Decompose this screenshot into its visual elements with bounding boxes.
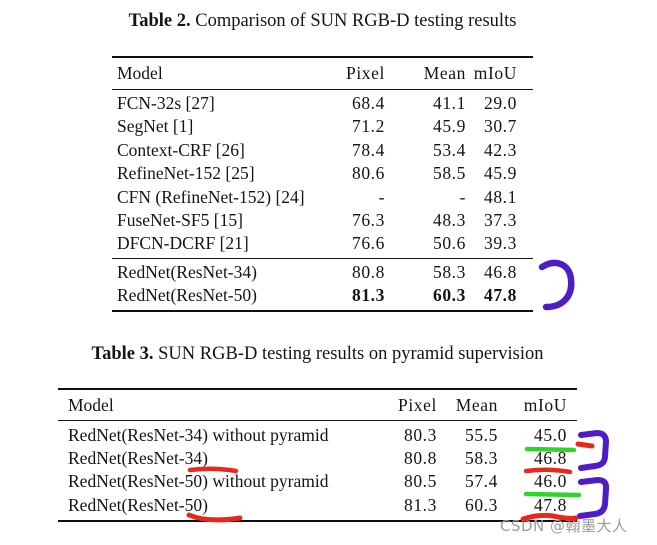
mean-cell: 41.1 [432,93,466,113]
mean-cell: 60.3 [432,285,466,306]
model-cell: DFCN-DCRF [21] [117,233,249,254]
table-row: DFCN-DCRF [21] 76.6 50.6 39.3 [112,232,533,255]
pixel-cell: 76.6 [351,233,385,254]
miou-cell: 37.3 [483,209,517,230]
header-miou: mIoU [473,63,517,83]
table-row: Context-CRF [26] 78.4 53.4 42.3 [112,139,533,162]
pixel-cell: 81.3 [351,285,385,306]
model-cell: SegNet [1] [117,116,194,137]
model-cell: RedNet(ResNet-34) [68,448,208,469]
model-cell: CFN (RefineNet-152) [24] [117,186,305,207]
table3: Model Pixel Mean mIoU RedNet(ResNet-34) … [58,388,577,522]
table-row: RefineNet-152 [25] 80.6 58.5 45.9 [112,162,533,185]
mean-cell: 58.3 [432,261,466,282]
miou-cell: 29.0 [483,93,517,113]
pixel-cell: 68.4 [351,93,385,113]
table2-header-row: Model Pixel Mean mIoU [112,58,533,90]
miou-cell: 39.3 [483,233,517,254]
table2-caption-label: Table 2. [128,11,191,31]
pixel-cell: 80.3 [403,425,437,445]
pixel-cell: 80.5 [403,471,437,492]
table-row: FuseNet-SF5 [15] 76.3 48.3 37.3 [112,209,533,232]
model-cell: RedNet(ResNet-50) [68,494,208,515]
header-miou: mIoU [523,395,567,415]
table2-caption-text: Comparison of SUN RGB-D testing results [190,11,517,31]
pixel-cell: - [378,186,385,207]
miou-cell: 48.1 [483,186,517,207]
pixel-cell: 80.8 [403,448,437,469]
table-row: RedNet(ResNet-50) 81.3 60.3 47.8 [112,284,533,307]
model-cell: FCN-32s [27] [117,93,215,113]
mean-cell: 48.3 [432,209,466,230]
pixel-cell: 80.6 [351,163,385,184]
miou-cell: 42.3 [483,139,517,160]
mean-cell: 53.4 [432,139,466,160]
table2-body: FCN-32s [27] 68.4 41.1 29.0 SegNet [1] 7… [112,90,533,259]
table-row: RedNet(ResNet-50) 81.3 60.3 47.8 [58,494,577,517]
pixel-cell: 78.4 [351,139,385,160]
model-cell: Context-CRF [26] [117,139,245,160]
header-mean: Mean [423,63,466,83]
table3-caption-text: SUN RGB-D testing results on pyramid sup… [153,344,544,364]
mean-cell: 55.5 [464,425,498,445]
header-pixel: Pixel [398,395,437,415]
table-row: RedNet(ResNet-34) 80.8 58.3 46.8 [58,447,577,470]
model-cell: RedNet(ResNet-34) [117,261,257,282]
mean-cell: 45.9 [432,116,466,137]
model-cell: RedNet(ResNet-34) without pyramid [68,425,329,445]
table3-caption-label: Table 3. [91,344,154,364]
table-row: RedNet(ResNet-34) 80.8 58.3 46.8 [112,261,533,284]
model-cell: RefineNet-152 [25] [117,163,255,184]
purple-bracket-table3-bottom [577,477,610,519]
table3-caption: Table 3. SUN RGB-D testing results on py… [58,344,577,365]
table3-header-row: Model Pixel Mean mIoU [58,390,577,421]
header-pixel: Pixel [346,63,385,83]
mean-cell: - [459,186,466,207]
red-dash-mark [575,441,595,449]
table-row: FCN-32s [27] 68.4 41.1 29.0 [112,92,533,115]
miou-cell: 47.8 [483,285,517,306]
model-cell: RedNet(ResNet-50) [117,285,257,306]
pixel-cell: 71.2 [351,116,385,137]
table-row: RedNet(ResNet-34) without pyramid 80.3 5… [58,424,577,447]
miou-cell: 30.7 [483,116,517,137]
purple-bracket-table3-top [578,430,609,471]
table2-caption: Table 2. Comparison of SUN RGB-D testing… [112,11,533,32]
header-model: Model [117,63,163,83]
header-mean: Mean [455,395,498,415]
table-row: SegNet [1] 71.2 45.9 30.7 [112,115,533,138]
model-cell: FuseNet-SF5 [15] [117,209,243,230]
header-model: Model [68,395,114,415]
miou-cell: 46.8 [533,448,567,469]
mean-cell: 58.3 [464,448,498,469]
pixel-cell: 80.8 [351,261,385,282]
csdn-watermark: CSDN @翰墨大人 [500,517,628,535]
mean-cell: 57.4 [464,471,498,492]
miou-cell: 47.8 [533,494,567,515]
table2-rednet-section: RedNet(ResNet-34) 80.8 58.3 46.8 RedNet(… [112,259,533,310]
table-row: RedNet(ResNet-50) without pyramid 80.5 5… [58,470,577,493]
mean-cell: 58.5 [432,163,466,184]
pixel-cell: 81.3 [403,494,437,515]
table2: Model Pixel Mean mIoU FCN-32s [27] 68.4 … [112,56,533,312]
miou-cell: 46.8 [483,261,517,282]
miou-cell: 45.0 [533,425,567,445]
table3-body: RedNet(ResNet-34) without pyramid 80.3 5… [58,421,577,520]
mean-cell: 50.6 [432,233,466,254]
miou-cell: 45.9 [483,163,517,184]
miou-cell: 46.0 [533,471,567,492]
pixel-cell: 76.3 [351,209,385,230]
model-cell: RedNet(ResNet-50) without pyramid [68,471,329,492]
mean-cell: 60.3 [464,494,498,515]
table-row: CFN (RefineNet-152) [24] - - 48.1 [112,186,533,209]
purple-bracket-table2 [538,259,575,311]
